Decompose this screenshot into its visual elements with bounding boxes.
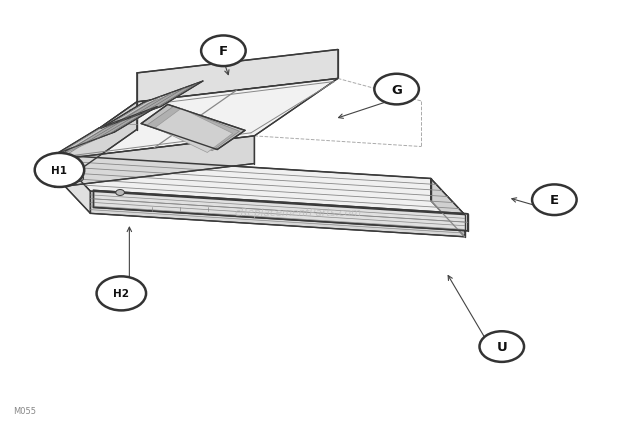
Polygon shape bbox=[91, 192, 464, 237]
Polygon shape bbox=[137, 50, 338, 103]
Polygon shape bbox=[55, 137, 254, 188]
Polygon shape bbox=[55, 79, 338, 160]
Text: U: U bbox=[497, 340, 507, 353]
Circle shape bbox=[532, 185, 577, 216]
Polygon shape bbox=[56, 107, 157, 154]
Polygon shape bbox=[431, 179, 464, 237]
Polygon shape bbox=[101, 82, 203, 129]
Circle shape bbox=[374, 75, 419, 105]
Polygon shape bbox=[94, 191, 467, 231]
Circle shape bbox=[66, 171, 76, 178]
Circle shape bbox=[479, 331, 524, 362]
Polygon shape bbox=[147, 107, 239, 151]
Circle shape bbox=[201, 36, 246, 67]
Text: M055: M055 bbox=[13, 406, 36, 414]
Text: H1: H1 bbox=[51, 166, 68, 176]
Polygon shape bbox=[156, 109, 232, 153]
Circle shape bbox=[74, 175, 84, 182]
Polygon shape bbox=[56, 155, 91, 214]
Polygon shape bbox=[55, 103, 137, 188]
Text: G: G bbox=[391, 83, 402, 96]
Text: F: F bbox=[219, 45, 228, 58]
Polygon shape bbox=[61, 109, 153, 155]
Circle shape bbox=[97, 277, 146, 311]
Polygon shape bbox=[141, 105, 245, 150]
Polygon shape bbox=[56, 155, 464, 215]
Circle shape bbox=[116, 190, 125, 196]
Text: H2: H2 bbox=[113, 289, 130, 299]
Circle shape bbox=[35, 153, 84, 187]
Polygon shape bbox=[106, 84, 198, 130]
Text: E: E bbox=[550, 194, 559, 207]
Text: eReplacementParts.com: eReplacementParts.com bbox=[234, 208, 361, 218]
